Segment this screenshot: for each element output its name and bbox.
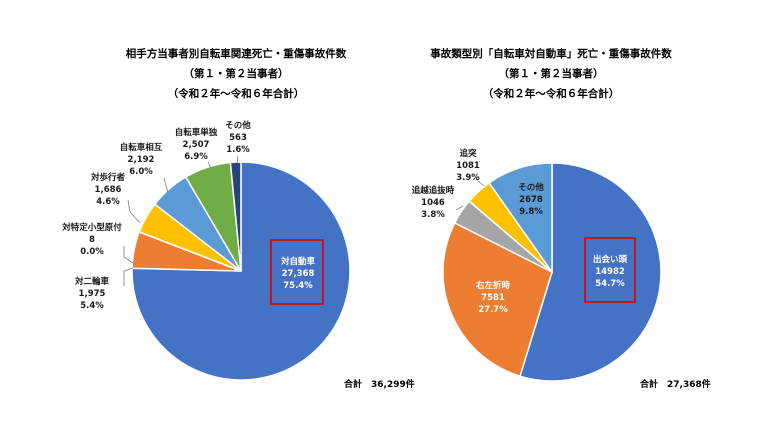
data-label-value: 563 bbox=[229, 133, 247, 143]
data-label-value: 8 bbox=[89, 235, 95, 245]
data-label-name: 自転車単独 bbox=[175, 127, 218, 138]
total-label: 合計 36,299件 bbox=[344, 378, 415, 390]
data-label-name: 対特定小型原付 bbox=[61, 222, 122, 233]
chart-title-line: （令和２年～令和６年合計） bbox=[168, 87, 305, 100]
data-label-percent: 5.4% bbox=[80, 301, 104, 311]
data-label-name: 対歩行者 bbox=[90, 172, 126, 183]
data-label-value: 2,507 bbox=[183, 140, 210, 150]
pie-slice bbox=[229, 161, 242, 272]
leader-line bbox=[475, 178, 485, 187]
data-label-value: 1081 bbox=[456, 161, 480, 171]
data-label-value: 1,686 bbox=[95, 185, 122, 195]
data-label-value: 27,368 bbox=[282, 269, 315, 279]
chart-title-line: 相手方当事者別自転車関連死亡・重傷事故件数 bbox=[126, 47, 347, 60]
chart-title-line: 事故類型別「自転車対自動車」死亡・重傷事故件数 bbox=[430, 47, 672, 60]
data-label-name: その他 bbox=[518, 182, 544, 193]
leader-line bbox=[127, 199, 141, 224]
pie-slice bbox=[442, 221, 553, 378]
leader-line bbox=[123, 267, 134, 286]
pie-chart-1: 相手方当事者別自転車関連死亡・重傷事故件数 （第１・第２当事者） （令和２年～令和６… bbox=[61, 47, 414, 390]
data-label-name: 追突 bbox=[459, 148, 477, 159]
leader-line bbox=[207, 161, 212, 169]
data-label-name: 追越追抜時 bbox=[412, 185, 455, 196]
data-label-value: 14982 bbox=[595, 267, 625, 277]
data-label-value: 1046 bbox=[421, 198, 445, 208]
data-label-percent: 0.0% bbox=[80, 247, 104, 257]
chart-title-line: （第１・第２当事者） bbox=[184, 67, 289, 80]
data-label-percent: 3.9% bbox=[456, 173, 480, 183]
data-label-percent: 75.4% bbox=[283, 281, 313, 291]
chart-title-line: （令和２年～令和６年合計） bbox=[483, 87, 620, 100]
data-label-percent: 1.6% bbox=[226, 145, 250, 155]
data-label-percent: 27.7% bbox=[478, 305, 508, 315]
data-label-value: 2678 bbox=[519, 195, 543, 205]
pie-chart-2: 事故類型別「自転車対自動車」死亡・重傷事故件数 （第１・第２当事者） （令和２年～令… bbox=[412, 47, 711, 390]
data-label-name: 自転車相互 bbox=[120, 142, 163, 153]
highlight-box bbox=[270, 239, 324, 305]
data-label-percent: 4.6% bbox=[96, 197, 120, 207]
data-label-name: 対二輪車 bbox=[74, 276, 110, 287]
leader-line bbox=[236, 155, 239, 164]
data-label-name: 対自動車 bbox=[280, 256, 316, 267]
pie-slice bbox=[488, 162, 553, 275]
data-label-percent: 54.7% bbox=[595, 279, 625, 289]
data-label-name: 出会い頭 bbox=[593, 254, 628, 265]
data-label-percent: 9.8% bbox=[519, 207, 543, 217]
leader-line bbox=[163, 177, 169, 194]
data-label-name: 右左折時 bbox=[475, 280, 511, 291]
total-label: 合計 27,368件 bbox=[640, 378, 711, 390]
chart-title-line: （第１・第２当事者） bbox=[499, 67, 604, 80]
leader-line bbox=[123, 246, 134, 264]
data-label-value: 2,192 bbox=[128, 155, 155, 165]
highlight-box bbox=[584, 237, 636, 303]
data-label-value: 7581 bbox=[481, 293, 505, 303]
pie-slice bbox=[519, 162, 662, 382]
data-label-value: 1,975 bbox=[79, 289, 106, 299]
leader-line bbox=[455, 205, 464, 211]
data-label-percent: 3.8% bbox=[421, 210, 445, 220]
data-label-name: その他 bbox=[225, 120, 251, 131]
data-label-percent: 6.0% bbox=[129, 167, 153, 177]
data-label-percent: 6.9% bbox=[184, 152, 208, 162]
